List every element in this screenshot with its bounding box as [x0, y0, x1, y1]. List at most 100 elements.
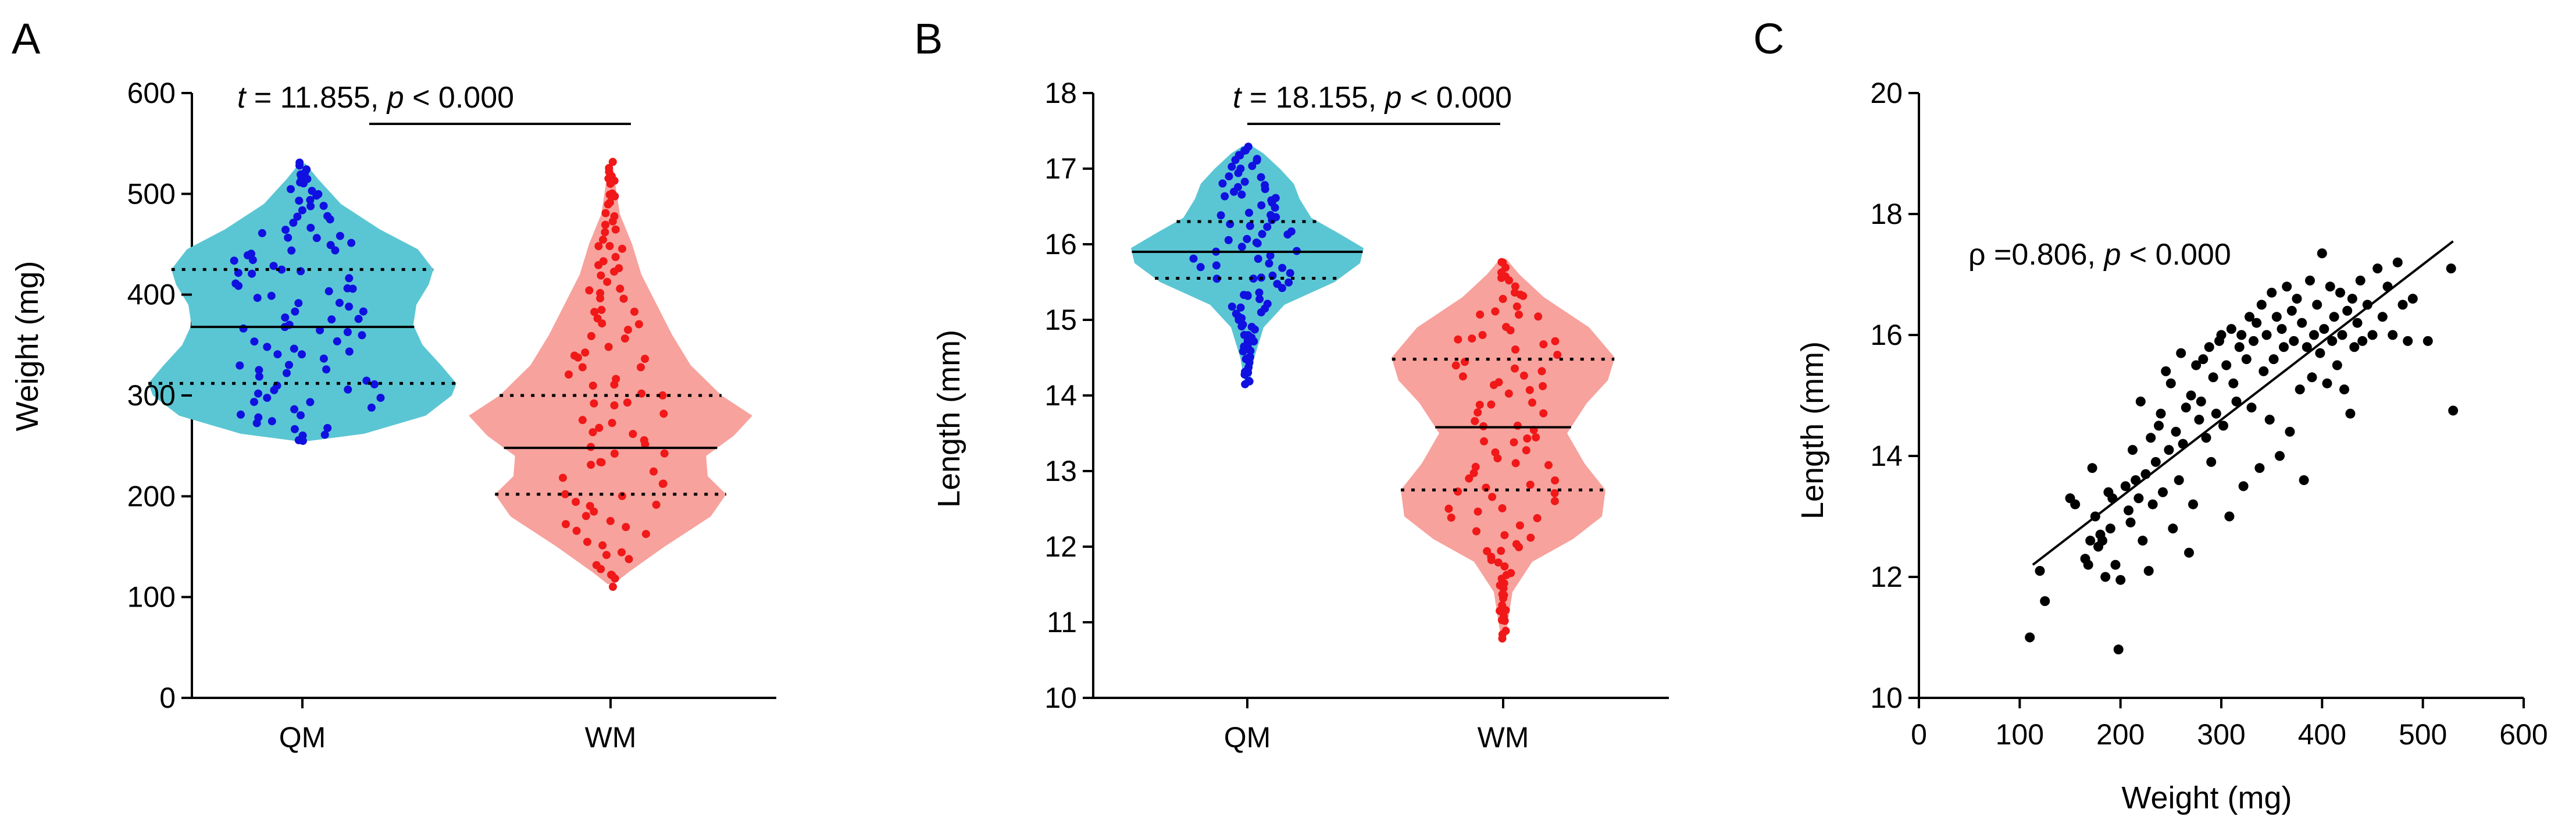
- panel-a-point-wm: [619, 294, 628, 303]
- panel-c-point: [2025, 632, 2035, 643]
- panel-b-point-qm: [1240, 177, 1249, 186]
- panel-c-point: [2275, 451, 2285, 461]
- panel-a-point-wm: [629, 430, 637, 438]
- panel-a-p-value: < 0.000: [404, 81, 514, 115]
- panel-c-point: [2268, 354, 2279, 365]
- panel-a-ytick-label: 400: [127, 279, 176, 311]
- panel-a-point-wm: [605, 164, 613, 172]
- panel-a-point-qm: [281, 313, 290, 322]
- panel-a-point-wm: [599, 257, 608, 266]
- panel-b-violin-qm: [1131, 146, 1364, 384]
- panel-a-point-wm: [590, 399, 598, 408]
- panel-b-point-qm: [1254, 255, 1262, 263]
- panel-a-point-wm: [588, 382, 597, 390]
- panel-c-point: [2261, 330, 2272, 340]
- panel-a-point-qm: [358, 331, 366, 340]
- panel-b-point-wm: [1444, 504, 1453, 513]
- panel-a-point-qm: [306, 223, 315, 232]
- panel-c-point: [2174, 475, 2184, 486]
- panel-b-point-qm: [1216, 211, 1225, 220]
- panel-a-point-qm: [269, 262, 278, 270]
- panel-a-point-wm: [624, 326, 632, 334]
- panel-a-point-qm: [255, 366, 263, 375]
- panel-a-point-qm: [367, 403, 376, 412]
- panel-c-point: [2221, 360, 2232, 370]
- panel-c-point: [2147, 499, 2158, 509]
- panel-a-point-qm: [297, 170, 305, 179]
- panel-c-point: [2337, 330, 2347, 340]
- panel-c-point: [2241, 354, 2252, 365]
- panel-b-point-qm: [1237, 190, 1246, 199]
- panel-a-point-wm: [637, 363, 645, 372]
- panel-a-point-qm: [320, 430, 329, 439]
- panel-b-point-wm: [1511, 345, 1519, 354]
- panel-c-point: [2332, 360, 2342, 370]
- panel-c-axes: [1918, 93, 2524, 699]
- panel-c-point: [2245, 312, 2254, 322]
- panel-c-point: [2246, 402, 2257, 413]
- panel-a-point-qm: [281, 226, 290, 234]
- panel-a-point-wm: [599, 236, 607, 244]
- panel-c-point: [2299, 475, 2309, 486]
- panel-c-point: [2194, 415, 2204, 425]
- panel-a-point-wm: [601, 209, 610, 218]
- panel-c-point: [2329, 312, 2339, 322]
- panel-c-xtick-label: 0: [1911, 718, 1927, 751]
- panel-c-point: [2164, 445, 2174, 455]
- panel-c-point: [2367, 330, 2378, 340]
- panel-b-point-wm: [1478, 331, 1487, 340]
- panel-b-point-wm: [1472, 527, 1480, 536]
- panel-b-point-qm: [1248, 162, 1257, 170]
- panel-b-point-wm: [1553, 351, 1562, 359]
- panel-a-point-wm: [598, 541, 607, 550]
- panel-a-point-qm: [263, 343, 272, 351]
- panel-c-ytick-label: 10: [1870, 682, 1903, 714]
- panel-b: B 10 11 12 13 14 15 16 17 18 QM WM Length (mm) t =…: [914, 15, 1669, 754]
- panel-a-point-qm: [306, 195, 315, 204]
- panel-b-point-qm: [1249, 274, 1258, 283]
- panel-a-point-qm: [263, 394, 272, 402]
- panel-a-point-qm: [298, 206, 306, 215]
- panel-a-point-qm: [273, 350, 282, 359]
- panel-c-point: [2295, 384, 2305, 395]
- panel-a-point-wm: [596, 458, 605, 466]
- panel-b-point-qm: [1273, 280, 1282, 288]
- panel-b-point-qm: [1247, 323, 1256, 331]
- panel-a-point-wm: [611, 252, 620, 261]
- panel-c-xlabel: Weight (mg): [2121, 780, 2292, 815]
- panel-a-point-qm: [291, 307, 299, 316]
- panel-c-point: [2206, 457, 2217, 467]
- panel-b-point-qm: [1257, 173, 1265, 181]
- panel-b-point-qm: [1228, 162, 1236, 171]
- panel-b-point-qm: [1263, 300, 1272, 308]
- panel-a-point-qm: [326, 241, 335, 249]
- panel-b-t-value: = 18.155,: [1241, 81, 1385, 115]
- panel-c-xtick-label: 300: [2197, 718, 2245, 751]
- panel-c-ytick-label: 14: [1870, 440, 1903, 472]
- panel-a-point-wm: [601, 228, 609, 237]
- panel-a-point-wm: [660, 449, 669, 458]
- panel-b-t-label: t: [1233, 81, 1243, 115]
- panel-b-point-qm: [1263, 223, 1272, 231]
- panel-c-point: [2339, 384, 2349, 395]
- panel-a-point-wm: [602, 551, 611, 559]
- panel-c-point: [2256, 300, 2267, 310]
- panel-b-ytick-label: 10: [1044, 682, 1077, 714]
- panel-c-point: [2113, 644, 2124, 655]
- panel-a-point-qm: [239, 324, 248, 333]
- panel-a-point-qm: [308, 187, 316, 195]
- panel-a-point-qm: [236, 361, 244, 370]
- panel-b-point-wm: [1498, 504, 1507, 512]
- panel-c-point: [2184, 547, 2194, 558]
- panel-b-ytick-label: 11: [1047, 606, 1077, 639]
- panel-a-point-wm: [625, 555, 633, 564]
- panel-b-point-qm: [1225, 172, 1233, 181]
- panel-c-point: [2305, 275, 2315, 286]
- panel-a-point-qm: [306, 398, 315, 407]
- panel-a-point-wm: [623, 398, 631, 407]
- panel-a-point-wm: [597, 305, 606, 314]
- panel-c-point: [2352, 318, 2363, 328]
- panel-a-point-wm: [587, 461, 595, 469]
- panel-c-point: [2097, 536, 2107, 546]
